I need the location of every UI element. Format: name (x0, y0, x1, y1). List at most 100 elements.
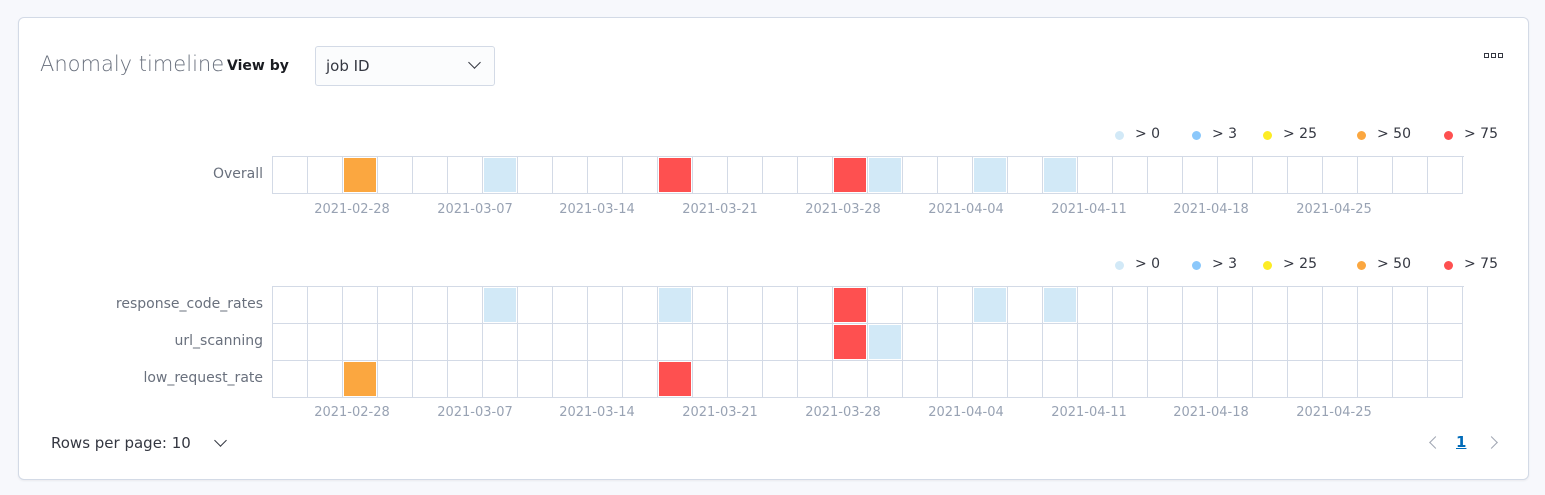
swimlane-cell[interactable] (833, 324, 868, 361)
swimlane-cell[interactable] (553, 157, 588, 194)
swimlane-cell[interactable] (693, 157, 728, 194)
swimlane-cell[interactable] (833, 157, 868, 194)
swimlane-cell[interactable] (308, 287, 343, 324)
swimlane-cell[interactable] (483, 324, 518, 361)
swimlane-cell[interactable] (1428, 287, 1463, 324)
swimlane-cell[interactable] (378, 287, 413, 324)
swimlane-cell[interactable] (938, 324, 973, 361)
swimlane-cell[interactable] (728, 324, 763, 361)
swimlane-cell[interactable] (1218, 361, 1253, 398)
swimlane-cell[interactable] (1218, 324, 1253, 361)
swimlane-cell[interactable] (273, 361, 308, 398)
view-by-select[interactable]: job ID (315, 46, 495, 86)
swimlane-cell[interactable] (1253, 287, 1288, 324)
swimlane-cell[interactable] (1148, 361, 1183, 398)
swimlane-cell[interactable] (1393, 361, 1428, 398)
swimlane-cell[interactable] (868, 157, 903, 194)
swimlane-cell[interactable] (413, 157, 448, 194)
swimlane-cell[interactable] (1148, 157, 1183, 194)
ellipsis-icon[interactable] (1484, 51, 1504, 61)
swimlane-cell[interactable] (1113, 324, 1148, 361)
swimlane-cell[interactable] (588, 361, 623, 398)
swimlane-cell[interactable] (728, 361, 763, 398)
swimlane-cell[interactable] (1078, 324, 1113, 361)
swimlane-cell[interactable] (1253, 324, 1288, 361)
swimlane-cell[interactable] (903, 361, 938, 398)
swimlane-cell[interactable] (448, 287, 483, 324)
swimlane-cell[interactable] (308, 361, 343, 398)
swimlane-cell[interactable] (413, 287, 448, 324)
swimlane-cell[interactable] (518, 361, 553, 398)
swimlane-cell[interactable] (1323, 287, 1358, 324)
swimlane-cell[interactable] (1043, 157, 1078, 194)
next-page-icon[interactable] (1485, 436, 1498, 449)
swimlane-cell[interactable] (1008, 157, 1043, 194)
swimlane-cell[interactable] (1428, 157, 1463, 194)
swimlane-cell[interactable] (1148, 287, 1183, 324)
swimlane-cell[interactable] (1113, 287, 1148, 324)
swimlane-cell[interactable] (623, 361, 658, 398)
swimlane-cell[interactable] (553, 324, 588, 361)
swimlane-cell[interactable] (623, 324, 658, 361)
swimlane-cell[interactable] (413, 324, 448, 361)
swimlane-cell[interactable] (308, 324, 343, 361)
swimlane-cell[interactable] (693, 361, 728, 398)
swimlane-cell[interactable] (1358, 324, 1393, 361)
swimlane-cell[interactable] (1323, 324, 1358, 361)
swimlane-cell[interactable] (448, 324, 483, 361)
swimlane-cell[interactable] (973, 287, 1008, 324)
swimlane-cell[interactable] (1043, 287, 1078, 324)
swimlane-cell[interactable] (273, 157, 308, 194)
swimlane-cell[interactable] (1183, 157, 1218, 194)
swimlane-cell[interactable] (588, 324, 623, 361)
swimlane-cell[interactable] (763, 157, 798, 194)
swimlane-cell[interactable] (728, 287, 763, 324)
swimlane-cell[interactable] (1043, 361, 1078, 398)
swimlane-cell[interactable] (973, 157, 1008, 194)
swimlane-cell[interactable] (483, 287, 518, 324)
swimlane-cell[interactable] (1078, 157, 1113, 194)
swimlane-cell[interactable] (308, 157, 343, 194)
swimlane-cell[interactable] (903, 157, 938, 194)
swimlane-cell[interactable] (518, 287, 553, 324)
swimlane-cell[interactable] (833, 361, 868, 398)
swimlane-cell[interactable] (1358, 361, 1393, 398)
swimlane-cell[interactable] (1253, 157, 1288, 194)
swimlane-cell[interactable] (868, 287, 903, 324)
swimlane-cell[interactable] (1428, 324, 1463, 361)
swimlane-cell[interactable] (1323, 361, 1358, 398)
swimlane-cell[interactable] (1113, 361, 1148, 398)
swimlane-cell[interactable] (343, 157, 378, 194)
swimlane-cell[interactable] (1288, 361, 1323, 398)
swimlane-cell[interactable] (658, 157, 693, 194)
swimlane-cell[interactable] (623, 287, 658, 324)
swimlane-cell[interactable] (518, 324, 553, 361)
swimlane-cell[interactable] (763, 361, 798, 398)
swimlane-cell[interactable] (658, 287, 693, 324)
swimlane-cell[interactable] (378, 324, 413, 361)
swimlane-cell[interactable] (763, 287, 798, 324)
swimlane-cell[interactable] (553, 287, 588, 324)
swimlane-cell[interactable] (1008, 361, 1043, 398)
swimlane-cell[interactable] (1183, 287, 1218, 324)
swimlane-cell[interactable] (483, 157, 518, 194)
swimlane-cell[interactable] (518, 157, 553, 194)
swimlane-cell[interactable] (588, 287, 623, 324)
swimlane-cell[interactable] (448, 361, 483, 398)
swimlane-cell[interactable] (1078, 361, 1113, 398)
swimlane-cell[interactable] (1008, 287, 1043, 324)
swimlane-cell[interactable] (1253, 361, 1288, 398)
swimlane-cell[interactable] (1393, 157, 1428, 194)
swimlane-cell[interactable] (938, 361, 973, 398)
swimlane-cell[interactable] (378, 361, 413, 398)
swimlane-cell[interactable] (798, 324, 833, 361)
swimlane-cell[interactable] (1323, 157, 1358, 194)
swimlane-cell[interactable] (973, 361, 1008, 398)
swimlane-cell[interactable] (273, 324, 308, 361)
swimlane-cell[interactable] (1148, 324, 1183, 361)
swimlane-cell[interactable] (343, 324, 378, 361)
swimlane-cell[interactable] (658, 324, 693, 361)
swimlane-cell[interactable] (938, 157, 973, 194)
swimlane-cell[interactable] (1218, 157, 1253, 194)
swimlane-cell[interactable] (413, 361, 448, 398)
